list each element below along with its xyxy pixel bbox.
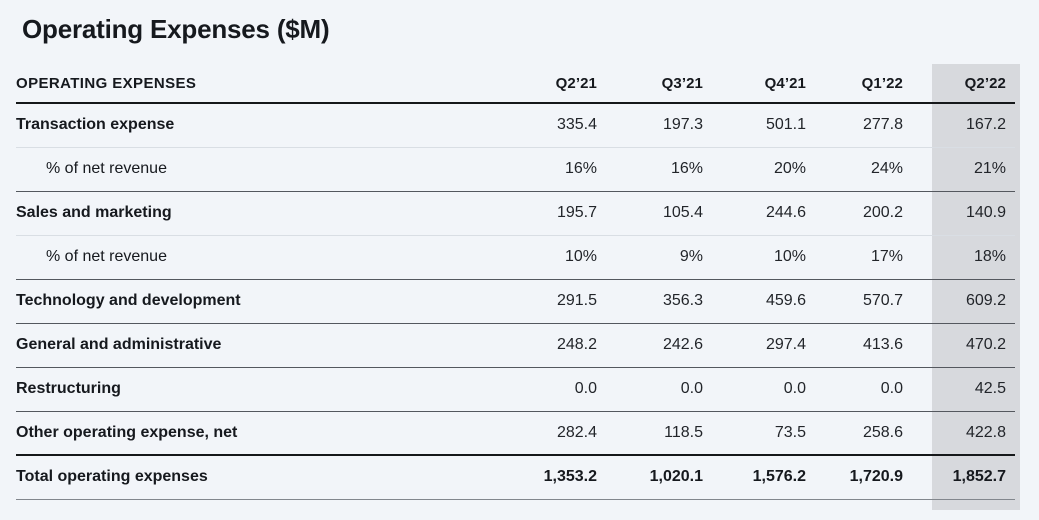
value-cell: 118.5 bbox=[664, 423, 703, 441]
operating-expenses-table: OPERATING EXPENSES Q2’21 Q3’21 Q4’21 Q1’… bbox=[16, 64, 1015, 500]
page-title: Operating Expenses ($M) bbox=[22, 14, 330, 44]
row-label: % of net revenue bbox=[46, 248, 167, 265]
row-label: Restructuring bbox=[16, 380, 121, 397]
current-quarter-highlight-band bbox=[932, 64, 1020, 510]
header-q2-22-highlighted: Q2’22 bbox=[964, 74, 1006, 92]
value-cell: 609.2 bbox=[965, 292, 1006, 309]
header-q4-21: Q4’21 bbox=[764, 74, 806, 92]
value-cell: 0.0 bbox=[880, 380, 903, 397]
row-label: % of net revenue bbox=[46, 160, 167, 177]
table-row: % of net revenue 16% 16% 20% 24% 21% bbox=[16, 147, 1015, 191]
value-cell: 413.6 bbox=[862, 336, 903, 353]
value-cell: 356.3 bbox=[662, 292, 703, 309]
value-cell: 335.4 bbox=[556, 116, 597, 134]
value-cell: 73.5 bbox=[774, 423, 806, 441]
header-operating-expenses: OPERATING EXPENSES bbox=[16, 74, 197, 92]
value-cell: 0.0 bbox=[783, 380, 806, 397]
value-cell: 167.2 bbox=[965, 116, 1006, 134]
value-cell: 195.7 bbox=[556, 204, 597, 221]
value-cell: 42.5 bbox=[974, 380, 1006, 397]
value-cell: 24% bbox=[870, 160, 903, 177]
value-cell: 17% bbox=[870, 248, 903, 265]
value-cell: 282.4 bbox=[556, 423, 597, 441]
row-label: Transaction expense bbox=[16, 116, 175, 134]
value-cell: 277.8 bbox=[862, 116, 903, 134]
value-cell: 16% bbox=[670, 160, 703, 177]
row-label: Technology and development bbox=[16, 292, 241, 309]
value-cell: 258.6 bbox=[862, 423, 903, 441]
value-cell: 570.7 bbox=[862, 292, 903, 309]
value-cell: 0.0 bbox=[574, 380, 597, 397]
table-row: Total operating expenses 1,353.2 1,020.1 1,… bbox=[16, 455, 1015, 499]
value-cell: 242.6 bbox=[662, 336, 703, 353]
value-cell: 459.6 bbox=[765, 292, 806, 309]
value-cell: 18% bbox=[973, 248, 1006, 265]
value-cell: 0.0 bbox=[680, 380, 703, 397]
table-body: Transaction expense 335.4 197.3 501.1 277.8 1… bbox=[16, 103, 1015, 499]
value-cell: 1,020.1 bbox=[649, 468, 703, 486]
value-cell: 422.8 bbox=[965, 423, 1006, 441]
value-cell: 21% bbox=[973, 160, 1006, 177]
row-label: Sales and marketing bbox=[16, 204, 172, 221]
header-q3-21: Q3’21 bbox=[661, 74, 703, 92]
value-cell: 16% bbox=[564, 160, 597, 177]
value-cell: 244.6 bbox=[765, 204, 806, 221]
table-row: Transaction expense 335.4 197.3 501.1 277.8 1… bbox=[16, 103, 1015, 147]
value-cell: 470.2 bbox=[965, 336, 1006, 353]
table-header-row: OPERATING EXPENSES Q2’21 Q3’21 Q4’21 Q1’… bbox=[16, 64, 1015, 103]
value-cell: 200.2 bbox=[862, 204, 903, 221]
value-cell: 1,720.9 bbox=[849, 468, 903, 486]
value-cell: 1,852.7 bbox=[952, 468, 1006, 486]
table-row: % of net revenue 10% 9% 10% 17% 18% bbox=[16, 235, 1015, 279]
value-cell: 10% bbox=[773, 248, 806, 265]
value-cell: 9% bbox=[679, 248, 703, 265]
value-cell: 1,353.2 bbox=[543, 468, 597, 486]
table-row: Restructuring 0.0 0.0 0.0 0.0 42.5 bbox=[16, 367, 1015, 411]
table-row: Sales and marketing 195.7 105.4 244.6 200.2 1… bbox=[16, 191, 1015, 235]
value-cell: 105.4 bbox=[662, 204, 703, 221]
value-cell: 197.3 bbox=[662, 116, 703, 134]
value-cell: 297.4 bbox=[765, 336, 806, 353]
value-cell: 140.9 bbox=[965, 204, 1006, 221]
row-label: Total operating expenses bbox=[16, 468, 208, 486]
header-q2-21: Q2’21 bbox=[555, 74, 597, 92]
table-row: Technology and development 291.5 356.3 459.… bbox=[16, 279, 1015, 323]
header-q1-22: Q1’22 bbox=[861, 74, 903, 92]
value-cell: 291.5 bbox=[556, 292, 597, 309]
value-cell: 248.2 bbox=[556, 336, 597, 353]
row-label: Other operating expense, net bbox=[16, 423, 238, 441]
value-cell: 20% bbox=[773, 160, 806, 177]
value-cell: 10% bbox=[564, 248, 597, 265]
table-row: Other operating expense, net 282.4 118.5 73… bbox=[16, 411, 1015, 455]
value-cell: 1,576.2 bbox=[752, 468, 806, 486]
row-label: General and administrative bbox=[16, 336, 222, 353]
value-cell: 501.1 bbox=[765, 116, 806, 134]
table-row: General and administrative 248.2 242.6 297.… bbox=[16, 323, 1015, 367]
